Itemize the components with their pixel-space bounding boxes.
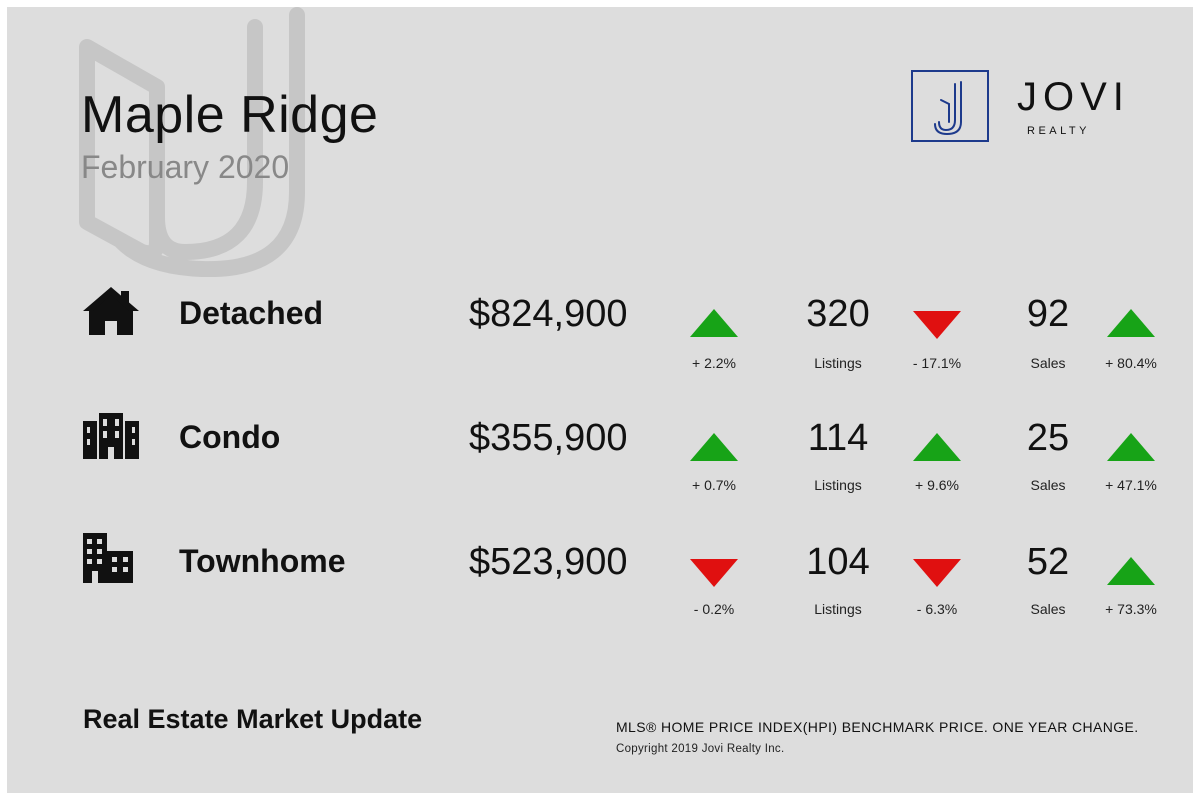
sales-count: 52 xyxy=(1026,541,1070,583)
listings-change: - 17.1% xyxy=(912,355,962,371)
down-arrow-icon xyxy=(913,311,961,339)
up-arrow-icon xyxy=(1107,309,1155,337)
market-update-card: Maple Ridge February 2020 JOVI REALTY De… xyxy=(7,7,1193,793)
row-label: Townhome xyxy=(179,543,346,579)
up-arrow-icon xyxy=(1107,433,1155,461)
brand-name: JOVI xyxy=(1017,75,1130,119)
townhome-building-icon xyxy=(83,533,133,583)
sales-count: 92 xyxy=(1026,293,1070,335)
watermark-logo-icon xyxy=(79,7,305,277)
sales-label: Sales xyxy=(1030,477,1066,493)
up-arrow-icon xyxy=(1107,557,1155,585)
footer-note: MLS® HOME PRICE INDEX(HPI) BENCHMARK PRI… xyxy=(616,719,1139,735)
benchmark-price: $523,900 xyxy=(469,541,628,583)
house-icon xyxy=(83,287,139,335)
row-condo: Condo $355,900 + 0.7% 114 Listings + 9.6… xyxy=(7,407,1193,497)
row-label: Condo xyxy=(179,419,281,455)
listings-count: 104 xyxy=(806,541,870,583)
price-change: + 2.2% xyxy=(692,355,736,371)
up-arrow-icon xyxy=(690,309,738,337)
price-change: + 0.7% xyxy=(692,477,736,493)
up-arrow-icon xyxy=(913,433,961,461)
sales-count: 25 xyxy=(1026,417,1070,459)
listings-label: Listings xyxy=(814,355,862,371)
row-label: Detached xyxy=(179,295,324,331)
condo-building-icon xyxy=(83,413,139,459)
price-change: - 0.2% xyxy=(693,601,735,617)
sales-change: + 80.4% xyxy=(1105,355,1157,371)
sales-label: Sales xyxy=(1030,601,1066,617)
listings-count: 320 xyxy=(806,293,870,335)
listings-label: Listings xyxy=(814,601,862,617)
page-subtitle: February 2020 xyxy=(81,149,290,185)
listings-count: 114 xyxy=(807,417,869,459)
sales-label: Sales xyxy=(1030,355,1066,371)
footer-title: Real Estate Market Update xyxy=(83,704,423,734)
footer-copyright: Copyright 2019 Jovi Realty Inc. xyxy=(616,743,785,755)
brand-logo-box xyxy=(911,70,989,142)
page-title: Maple Ridge xyxy=(81,86,379,144)
listings-change: + 9.6% xyxy=(915,477,959,493)
down-arrow-icon xyxy=(913,559,961,587)
up-arrow-icon xyxy=(690,433,738,461)
listings-label: Listings xyxy=(814,477,862,493)
sales-change: + 73.3% xyxy=(1105,601,1157,617)
benchmark-price: $355,900 xyxy=(469,417,628,459)
down-arrow-icon xyxy=(690,559,738,587)
sales-change: + 47.1% xyxy=(1105,477,1157,493)
benchmark-price: $824,900 xyxy=(469,293,628,335)
row-detached: Detached $824,900 + 2.2% 320 Listings - … xyxy=(7,283,1193,373)
brand-logo-icon xyxy=(934,81,962,136)
listings-change: - 6.3% xyxy=(916,601,958,617)
row-townhome: Townhome $523,900 - 0.2% 104 Listings - … xyxy=(7,531,1193,621)
brand-tagline: REALTY xyxy=(1027,125,1090,137)
